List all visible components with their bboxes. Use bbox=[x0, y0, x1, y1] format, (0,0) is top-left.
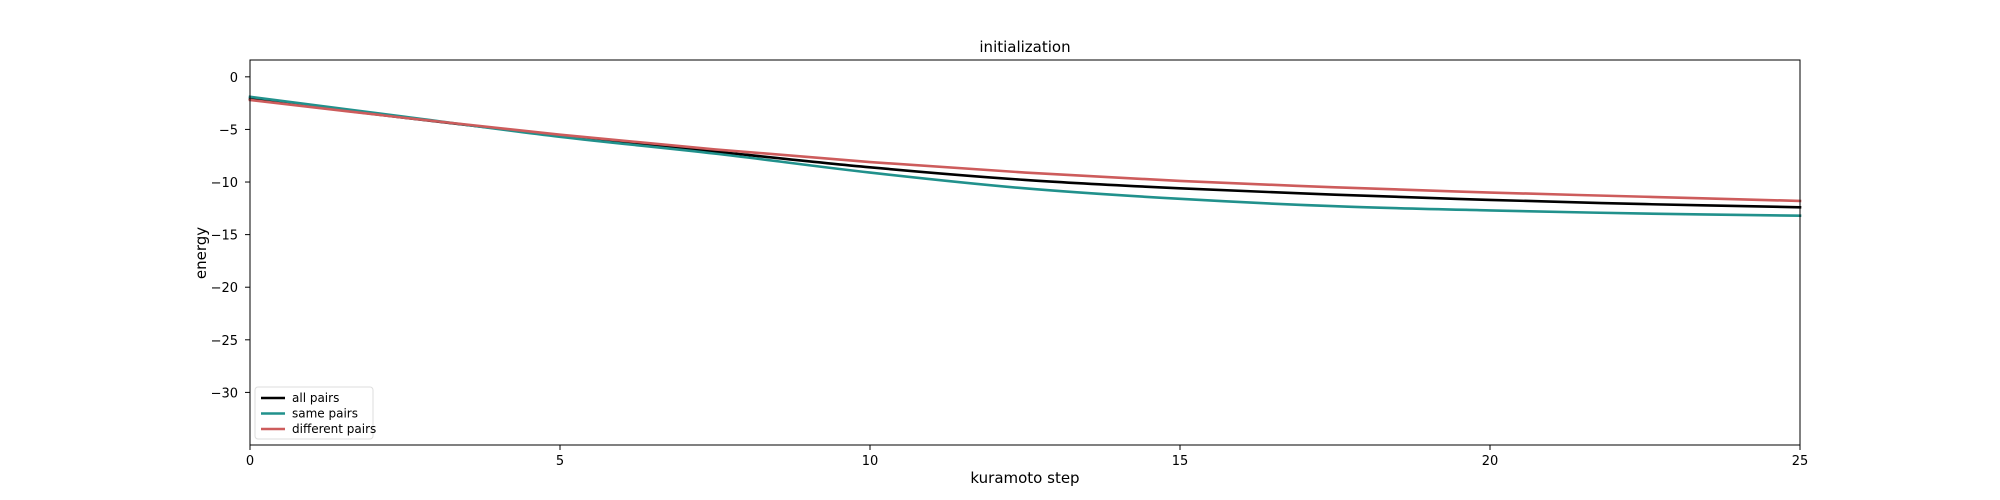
legend-entry-label: all pairs bbox=[292, 391, 339, 405]
series-line-1 bbox=[248, 95, 1802, 217]
plot-area-frame bbox=[249, 59, 1801, 446]
series-line-2 bbox=[248, 98, 1802, 203]
y-tick-label: −10 bbox=[211, 176, 238, 191]
x-tick-label: 25 bbox=[1792, 454, 1809, 469]
series-line-0 bbox=[248, 97, 1802, 209]
legend-entry-label: same pairs bbox=[292, 407, 358, 421]
y-tick-label: −30 bbox=[211, 386, 238, 401]
x-axis-label: kuramoto step bbox=[970, 469, 1079, 487]
series-lines bbox=[248, 95, 1802, 217]
chart-title: initialization bbox=[979, 38, 1070, 56]
y-tick-label: −25 bbox=[211, 334, 238, 349]
y-axis-label: energy bbox=[192, 227, 210, 279]
y-tick-label: 0 bbox=[230, 71, 238, 86]
axis-ticks: 0 5 10 15 20 25 0 −5 −10 −15 −20 −25 −30 bbox=[211, 71, 1809, 469]
x-tick-label: 15 bbox=[1172, 454, 1189, 469]
x-tick-label: 20 bbox=[1482, 454, 1499, 469]
y-tick-label: −15 bbox=[211, 229, 238, 244]
y-tick-label: −5 bbox=[219, 123, 238, 138]
x-tick-label: 10 bbox=[862, 454, 879, 469]
y-tick-label: −20 bbox=[211, 281, 238, 296]
legend-entry-label: different pairs bbox=[292, 422, 376, 436]
x-tick-label: 5 bbox=[556, 454, 564, 469]
x-tick-label: 0 bbox=[246, 454, 254, 469]
legend-frame bbox=[254, 386, 374, 440]
